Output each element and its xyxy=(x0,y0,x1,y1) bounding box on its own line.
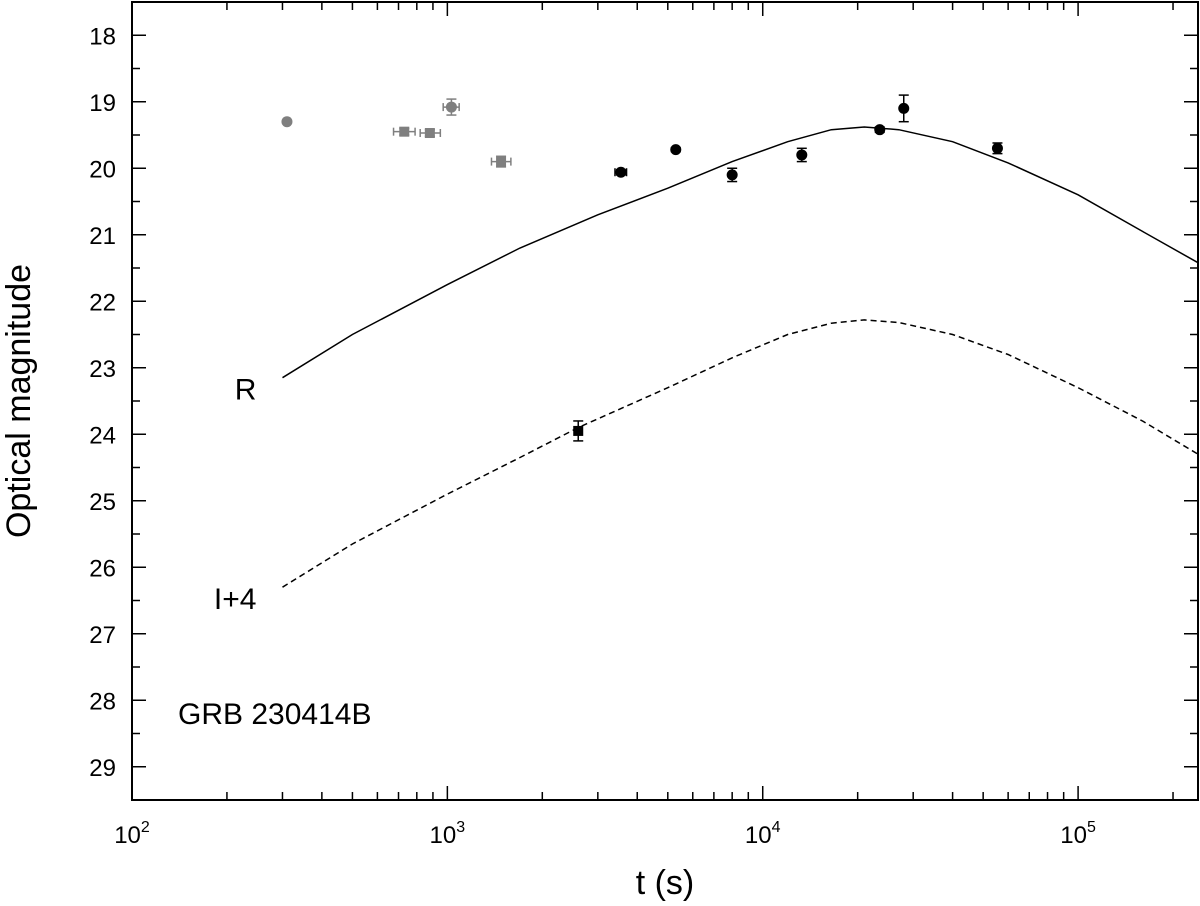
x-axis-label: t (s) xyxy=(636,864,695,902)
data-points xyxy=(281,94,1003,442)
curve-i xyxy=(282,319,1199,588)
data-point xyxy=(392,126,416,137)
data-point xyxy=(442,98,460,116)
circle-marker xyxy=(874,124,886,136)
x-tick-label: 103 xyxy=(430,819,466,849)
square-marker xyxy=(496,156,507,167)
axis-ticks xyxy=(131,1,1198,801)
circle-marker xyxy=(670,144,682,156)
circle-marker xyxy=(991,142,1003,154)
square-marker xyxy=(399,126,410,137)
series-labels: R I+4 xyxy=(214,374,257,616)
tick-labels: 102 103 104 105 18 19 20 21 22 23 24 25 26 27 28 29 xyxy=(89,23,1096,849)
model-curves xyxy=(282,126,1199,588)
y-tick-label: 20 xyxy=(89,156,116,183)
data-point xyxy=(419,128,442,139)
y-tick-label: 18 xyxy=(89,23,116,50)
series-label: I+4 xyxy=(214,583,257,616)
y-tick-label: 28 xyxy=(89,688,116,715)
data-point xyxy=(991,142,1003,155)
circle-marker xyxy=(796,149,808,161)
y-tick-label: 24 xyxy=(89,422,116,449)
circle-marker xyxy=(445,101,457,113)
data-point xyxy=(573,420,584,442)
y-axis-label: Optical magnitude xyxy=(0,264,38,538)
circle-marker xyxy=(898,102,910,114)
x-tick-label: 105 xyxy=(1060,819,1096,849)
data-point xyxy=(726,167,738,183)
data-point xyxy=(670,144,682,156)
series-label: R xyxy=(235,374,257,407)
y-tick-label: 22 xyxy=(89,289,116,316)
data-point xyxy=(796,147,808,163)
data-point xyxy=(898,94,910,123)
y-tick-label: 23 xyxy=(89,356,116,383)
square-marker xyxy=(573,425,584,436)
x-tick-label: 102 xyxy=(114,819,150,849)
annotation-label: GRB 230414B xyxy=(178,698,371,731)
data-point xyxy=(614,166,628,178)
circle-marker xyxy=(615,166,627,178)
data-point xyxy=(874,124,886,136)
data-point xyxy=(490,155,512,168)
square-marker xyxy=(424,128,435,139)
x-tick-label: 104 xyxy=(745,819,781,849)
y-tick-label: 21 xyxy=(89,223,116,250)
y-tick-label: 27 xyxy=(89,622,116,649)
y-tick-label: 19 xyxy=(89,90,116,117)
y-tick-label: 29 xyxy=(89,755,116,782)
data-point xyxy=(281,116,293,128)
curve-r xyxy=(282,126,1199,379)
circle-marker xyxy=(281,116,293,128)
y-tick-label: 25 xyxy=(89,489,116,516)
y-tick-label: 26 xyxy=(89,555,116,582)
circle-marker xyxy=(726,169,738,181)
